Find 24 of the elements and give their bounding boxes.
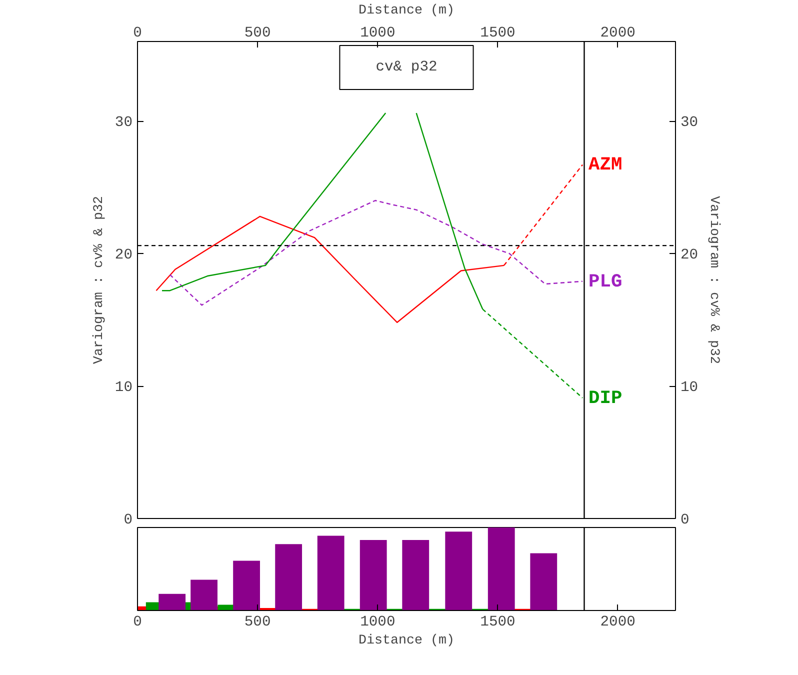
- y2-tick-label: 30: [680, 115, 698, 131]
- series-label: DIP: [588, 386, 622, 409]
- x-tick-label: 2000: [600, 614, 636, 630]
- y-tick-label: 20: [114, 248, 133, 264]
- y-axis-title: Variogram : cv% & p32: [92, 196, 107, 364]
- x-tick-label: 500: [244, 26, 271, 42]
- y2-tick-label: 10: [680, 380, 698, 396]
- y-tick-label: 10: [114, 380, 133, 396]
- y2-tick-label: 20: [680, 248, 698, 264]
- text: cv& p32: [376, 60, 438, 76]
- y2-tick-label: 0: [680, 512, 690, 528]
- series-label: AZM: [588, 154, 622, 176]
- x-tick-label: 1000: [360, 614, 396, 630]
- y-tick-label: 0: [124, 512, 132, 528]
- x-tick-label: 500: [244, 614, 271, 630]
- x-tick-label: 1500: [480, 614, 516, 630]
- x-axis-title: Distance (m): [358, 4, 454, 18]
- x-axis-title: Distance (m): [358, 634, 454, 648]
- y-tick-label: 30: [114, 115, 133, 131]
- x-tick-label: 1000: [360, 26, 396, 42]
- y2-axis-title: Variogram : cv% & p32: [706, 196, 722, 364]
- x-tick-label: 1500: [480, 26, 516, 42]
- series-label: PLG: [588, 270, 622, 292]
- x-tick-label: 2000: [600, 26, 636, 42]
